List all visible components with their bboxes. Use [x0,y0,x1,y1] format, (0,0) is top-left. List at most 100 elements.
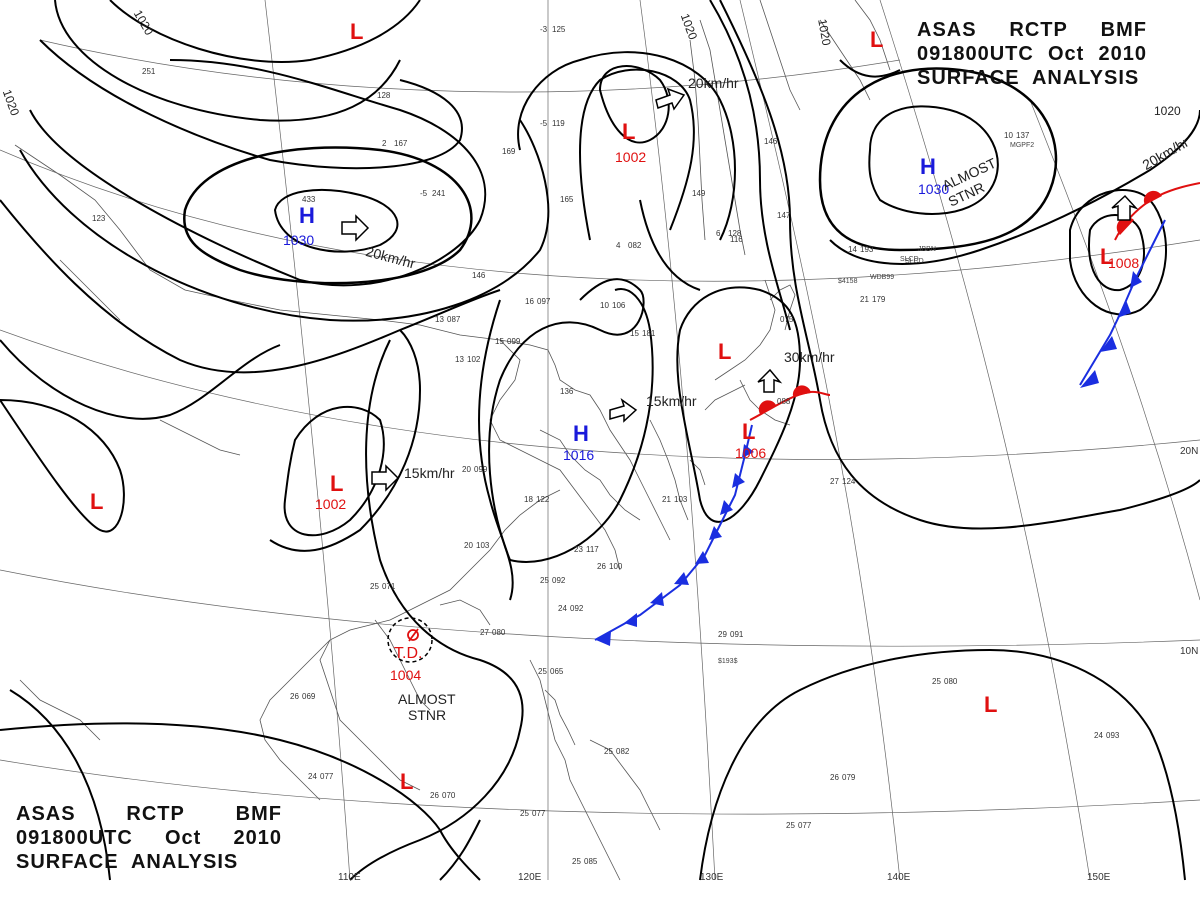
station-pressure: 128 [728,229,742,238]
station-temp: 13 [455,355,464,364]
station-pressure: 091 [730,630,744,639]
pressure-value: 1008 [1108,255,1140,271]
station-temp: 26 [290,692,299,701]
station-temp: 24 [308,772,317,781]
station-temp: 14 [848,245,857,254]
pressure-value: 1002 [315,496,347,512]
title-line3: SURFACE ANALYSIS [917,67,1140,89]
station-pressure: 070 [442,791,456,800]
station-temp: -5 [540,119,548,128]
pressure-value: 1030 [918,181,950,197]
station-pressure: 149 [692,189,706,198]
longitude-label: 140E [887,872,911,883]
station-pressure: 080 [492,628,506,637]
station-pressure: 123 [92,214,106,223]
station-pressure: 165 [560,195,574,204]
low-pressure-symbol: L [330,471,344,496]
title-word: RCTP [126,803,185,825]
latitude-label: 10N [1180,646,1199,657]
low-pressure-symbol: L [984,692,998,717]
station-temp: 4 [616,241,621,250]
longitude-label: 150E [1087,872,1111,883]
title-bottom-left: ASAS RCTP BMF 091800UTC Oct 2010 SURFACE ANA… [16,802,282,874]
high-pressure-symbol: H [573,421,589,446]
station-pressure: 080 [944,677,958,686]
station-temp: 26 [830,773,839,782]
title-top-right: ASAS RCTP BMF 091800UTC Oct 2010 SURFACE ANA… [917,18,1147,90]
cold-front-east [1079,219,1166,388]
ship-callsign: MGPF2 [1010,142,1035,149]
arrow-low-east [1111,194,1139,221]
station-temp: 15 [495,337,504,346]
station-pressure: 088 [777,397,791,406]
lat-lon-grid [0,0,1200,881]
station-pressure: 137 [1016,131,1030,140]
pressure-value: 1006 [735,445,767,461]
motion-speed-label: 15km/hr [646,393,697,409]
ship-callsign: WDB99 [870,274,895,281]
station-temp: 27 [480,628,489,637]
motion-speed-label: 20km/hr [688,75,739,91]
pressure-value: 1030 [283,232,315,248]
station-pressure: 099 [507,337,521,346]
station-temp: 25 [786,821,795,830]
station-pressure: 097 [537,297,551,306]
title-word: BMF [1100,19,1147,41]
title-word: 2010 [1098,43,1147,65]
station-pressure: 179 [872,295,886,304]
station-pressure: 125 [552,25,566,34]
ship-callsign: SLCD [900,256,919,263]
station-pressure: 087 [447,315,461,324]
movement-note: STNR [408,707,447,723]
station-temp: 24 [558,604,567,613]
warm-front-japan [749,385,831,421]
title-word: BMF [235,803,282,825]
movement-arrows [341,87,1139,492]
station-pressure: 241 [432,189,446,198]
station-pressure: 106 [612,301,626,310]
station-temp: 25 [370,582,379,591]
high-pressure-symbol: H [920,154,936,179]
station-pressure: 136 [560,387,574,396]
ship-callsign: SLCD [905,258,924,265]
title-word: 091800UTC [16,827,133,849]
low-pressure-symbol: L [1100,244,1114,269]
station-temp: 24 [1094,731,1103,740]
station-pressure: 119 [552,119,565,128]
td-circle [387,617,433,663]
station-temp: 20 [462,465,471,474]
station-pressure: 099 [474,465,488,474]
station-pressure: 116 [730,235,743,244]
station-temp: -5 [420,189,428,198]
arrow-high-mongolia [341,214,370,242]
arrow-low-top [655,87,686,111]
station-pressure: 077 [798,821,812,830]
station-temp: 13 [435,315,444,324]
station-temp: 16 [525,297,534,306]
station-pressure: 077 [532,809,546,818]
station-temp: 6 [716,229,721,238]
warm-front-east [1114,182,1200,241]
station-pressure: 103 [476,541,490,550]
low-pressure-symbol: L [400,769,414,794]
title-word: 091800UTC [917,43,1034,65]
motion-speed-label: 15km/hr [404,465,455,481]
station-pressure: 069 [302,692,316,701]
latitude-label: 20N [1180,446,1199,457]
station-pressure: 146 [472,271,486,280]
station-pressure: 079 [842,773,856,782]
station-temp: 25 [604,747,613,756]
station-pressure: 122 [536,495,550,504]
station-pressure: 169 [502,147,516,156]
station-temp: 27 [830,477,839,486]
station-pressure: 075 [780,315,794,324]
station-temp: 15 [630,329,639,338]
station-pressure: 102 [467,355,481,364]
station-pressure: 082 [616,747,630,756]
cold-front-main [594,424,754,646]
station-temp: 10 [1004,131,1013,140]
station-pressure: 092 [570,604,584,613]
longitude-label: 110E [338,872,361,883]
station-pressure: 103 [674,495,688,504]
